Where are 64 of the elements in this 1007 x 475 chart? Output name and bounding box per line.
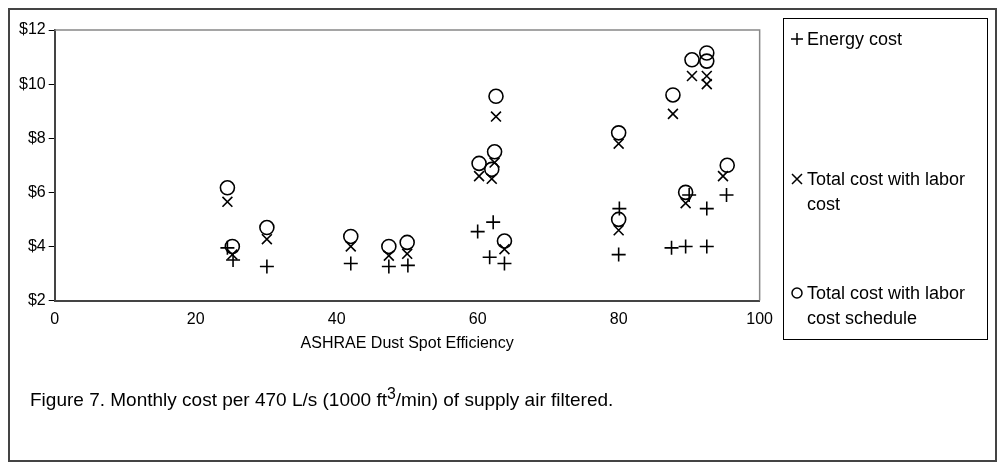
x-tick-label: 40: [327, 309, 346, 327]
point: [381, 258, 397, 275]
point: [401, 248, 413, 260]
point: [259, 219, 275, 236]
point: [719, 157, 736, 174]
point: [469, 223, 486, 240]
point: [663, 240, 680, 256]
point: [473, 170, 485, 182]
point: [610, 211, 627, 228]
point: [611, 200, 628, 217]
x-tick-label: 20: [186, 309, 205, 327]
x-tick-label: 80: [609, 309, 628, 327]
legend-label: Total cost with labor cost: [807, 167, 967, 216]
point: [219, 179, 236, 196]
point: [718, 187, 735, 203]
point: [224, 238, 241, 255]
point: [488, 156, 501, 169]
legend-label: Energy cost: [807, 28, 903, 51]
y-tick-label: $12: [18, 20, 46, 38]
point: [381, 238, 397, 255]
point: [612, 224, 625, 236]
point: [261, 233, 273, 245]
point: [717, 170, 729, 182]
y-tick-label: $2: [27, 291, 46, 309]
point: [399, 234, 415, 251]
legend-label: Total cost with labor cost schedule: [807, 282, 967, 330]
y-tick-label: $6: [27, 182, 46, 200]
x-axis-title: ASHRAE Dust Spot Efficiency: [300, 333, 514, 351]
caption: Figure 7. Monthly cost per 470 L/s (1000 ft$^{3}$/min) of supply air filtered.: [30, 385, 614, 412]
point: [342, 228, 359, 245]
point: [665, 87, 681, 103]
point: [498, 243, 511, 255]
point: [383, 249, 395, 262]
point: [486, 143, 503, 160]
point: [684, 51, 700, 68]
point: [610, 246, 627, 263]
point: [486, 173, 498, 185]
point: [342, 255, 359, 272]
point: [698, 238, 715, 255]
point: [259, 258, 275, 275]
y-tick-label: $10: [18, 74, 46, 92]
point: [400, 257, 416, 274]
point: [490, 110, 502, 123]
point: [481, 249, 498, 266]
point: [698, 45, 715, 61]
point: [221, 196, 234, 208]
point: [345, 240, 357, 253]
point: [698, 200, 715, 217]
point: [612, 137, 625, 150]
point: [483, 161, 500, 178]
point: [698, 53, 715, 69]
point: [496, 255, 513, 272]
point: [677, 238, 694, 255]
x-tick-label: 100: [746, 309, 774, 327]
x-tick-label: 60: [468, 309, 487, 327]
point: [496, 233, 513, 249]
point: [488, 88, 504, 105]
point: [667, 108, 679, 120]
x-tick-label: 0: [50, 309, 60, 327]
point: [610, 125, 627, 141]
point: [686, 70, 698, 82]
point: [471, 155, 487, 172]
y-tick-label: $8: [27, 128, 46, 146]
y-tick-label: $4: [27, 236, 46, 254]
